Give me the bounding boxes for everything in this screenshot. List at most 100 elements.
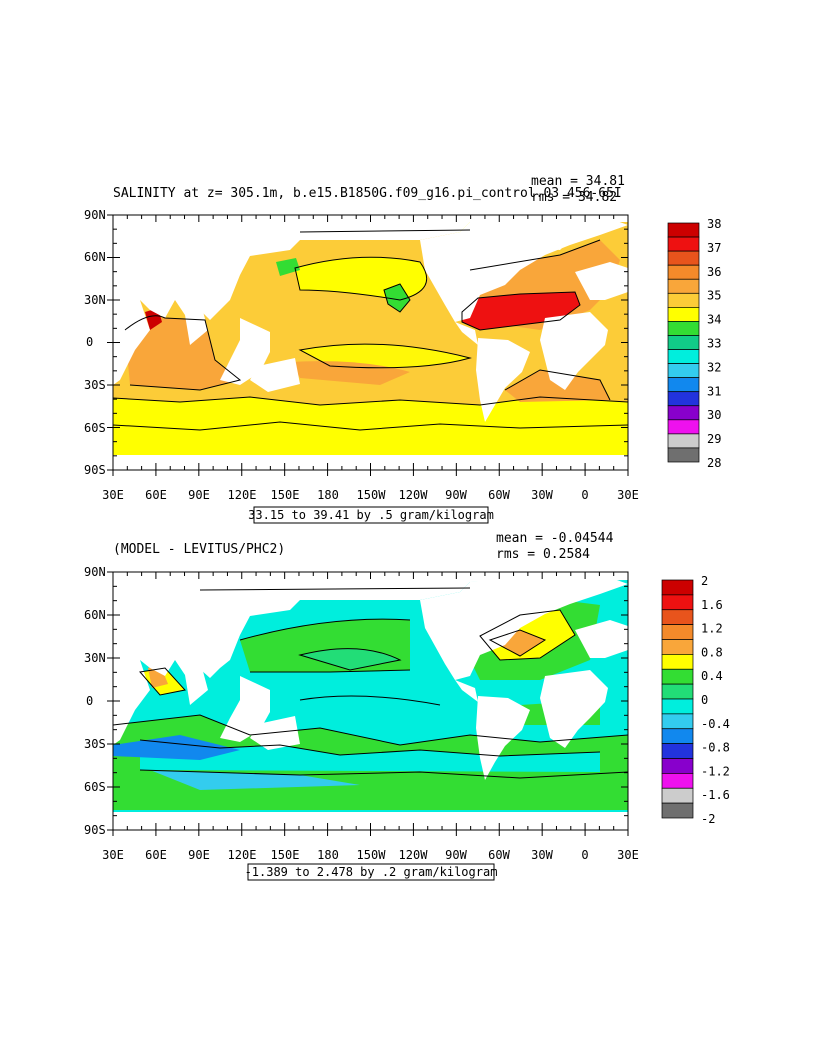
colorbar-swatch: [667, 349, 700, 364]
colorbar-label: 0.8: [701, 645, 723, 659]
difference-x-axis-labels: 30E 60E 90E 120E 150E 180 150W 120W 90W …: [102, 848, 639, 862]
salinity-ticks: [107, 214, 629, 476]
salinity-range-box: [253, 506, 489, 524]
x-tick-label: 30E: [617, 848, 639, 862]
y-tick-label: 0: [86, 694, 93, 708]
salinity-colorbar: [667, 222, 700, 463]
colorbar-swatch: [667, 405, 700, 421]
x-tick-label: 90W: [445, 848, 467, 862]
south-atlantic-orange: [505, 370, 610, 402]
x-tick-label: 180: [317, 488, 339, 502]
colorbar-swatch: [667, 391, 700, 407]
x-tick-label: 180: [317, 848, 339, 862]
colorbar-swatch: [667, 250, 700, 266]
x-tick-label: 30E: [102, 488, 124, 502]
x-tick-label: 120E: [228, 848, 257, 862]
colorbar-label: 32: [707, 360, 721, 374]
x-tick-label: 60E: [145, 848, 167, 862]
colorbar-swatch: [667, 222, 700, 238]
x-tick-label: 30E: [102, 848, 124, 862]
difference-contours: [113, 587, 628, 779]
salinity-land: [113, 215, 628, 470]
difference-ticks: [107, 571, 629, 836]
salinity-rms-label: rms = 34.82: [531, 190, 617, 205]
colorbar-label: 0: [701, 693, 708, 707]
y-tick-label: 90S: [84, 823, 106, 837]
salinity-map-title: SALINITY at z= 305.1m, b.e15.B1850G.f09_…: [113, 186, 622, 201]
y-tick-label: 30N: [84, 293, 106, 307]
colorbar-swatch: [667, 264, 700, 280]
x-tick-label: 150E: [271, 848, 300, 862]
x-tick-label: 150E: [271, 488, 300, 502]
colorbar-swatch: [661, 594, 694, 611]
colorbar-label: -0.4: [701, 717, 730, 731]
y-tick-label: 60S: [84, 421, 106, 435]
salinity-range-label: 33.15 to 39.41 by .5 gram/kilogram: [248, 508, 494, 522]
x-tick-label: 30W: [531, 488, 553, 502]
difference-colorbar: [661, 579, 694, 819]
x-tick-label: 90E: [188, 488, 210, 502]
x-tick-label: 60E: [145, 488, 167, 502]
y-tick-label: 90N: [84, 565, 106, 579]
colorbar-label: -2: [701, 812, 715, 826]
x-tick-label: 120E: [228, 488, 257, 502]
colorbar-swatch: [667, 363, 700, 378]
y-tick-label: 90N: [84, 208, 106, 222]
difference-map-title: (MODEL - LEVITUS/PHC2): [113, 542, 285, 557]
colorbar-swatch: [661, 624, 694, 640]
bering-green: [276, 258, 300, 276]
colorbar-swatch: [661, 728, 694, 744]
colorbar-label: 34: [707, 313, 721, 327]
colorbar-swatch: [667, 335, 700, 350]
y-tick-label: 30S: [84, 737, 106, 751]
y-tick-label: 30S: [84, 378, 106, 392]
difference-map-panel: (MODEL - LEVITUS/PHC2) mean = -0.04544 r…: [84, 531, 730, 881]
y-tick-label: 60N: [84, 608, 106, 622]
colorbar-label: 1.2: [701, 622, 723, 636]
salinity-y-axis-labels: 90N 60N 30N 0 30S 60S 90S: [84, 208, 106, 477]
colorbar-swatch: [661, 698, 694, 715]
difference-y-axis-labels: 90N 60N 30N 0 30S 60S 90S: [84, 565, 106, 837]
y-tick-label: 90S: [84, 463, 106, 477]
colorbar-swatch: [661, 609, 694, 625]
colorbar-swatch: [661, 654, 694, 670]
colorbar-label: 31: [707, 384, 721, 398]
difference-range-box: [247, 863, 495, 881]
difference-range-label: -1.389 to 2.478 by .2 gram/kilogram: [245, 865, 498, 879]
north-pacific-green: [384, 284, 410, 312]
south-pacific-orange: [290, 361, 410, 385]
x-tick-label: 90W: [445, 488, 467, 502]
salinity-contours: [113, 229, 628, 431]
colorbar-swatch: [661, 743, 694, 759]
colorbar-swatch: [667, 307, 700, 322]
y-tick-label: 30N: [84, 651, 106, 665]
colorbar-swatch: [661, 683, 694, 700]
x-tick-label: 0: [581, 488, 588, 502]
salinity-colorbar-labels: 38 37 36 35 34 33 32 31 30 29 28: [707, 217, 721, 470]
x-tick-label: 30W: [531, 848, 553, 862]
x-tick-label: 0: [581, 848, 588, 862]
colorbar-label: 28: [707, 456, 721, 470]
x-tick-label: 90E: [188, 848, 210, 862]
salinity-x-axis-labels: 30E 60E 90E 120E 150E 180 150W 120W 90W …: [102, 488, 639, 502]
x-tick-label: 150W: [357, 848, 387, 862]
colorbar-swatch: [667, 236, 700, 252]
salinity-map-panel: SALINITY at z= 305.1m, b.e15.B1850G.f09_…: [84, 174, 721, 524]
colorbar-label: 30: [707, 408, 721, 422]
colorbar-swatch: [661, 668, 694, 685]
colorbar-swatch: [667, 419, 700, 435]
colorbar-swatch: [661, 713, 694, 730]
colorbar-label: 1.6: [701, 598, 723, 612]
y-tick-label: 60S: [84, 780, 106, 794]
colorbar-label: 37: [707, 241, 721, 255]
x-tick-label: 30E: [617, 488, 639, 502]
x-tick-label: 120W: [399, 848, 429, 862]
x-tick-label: 60W: [488, 848, 510, 862]
colorbar-label: -1.2: [701, 764, 730, 778]
x-tick-label: 150W: [357, 488, 387, 502]
colorbar-swatch: [667, 292, 700, 308]
difference-mean-label: mean = -0.04544: [496, 531, 614, 546]
colorbar-label: 33: [707, 337, 721, 351]
difference-rms-label: rms = 0.2584: [496, 547, 590, 562]
